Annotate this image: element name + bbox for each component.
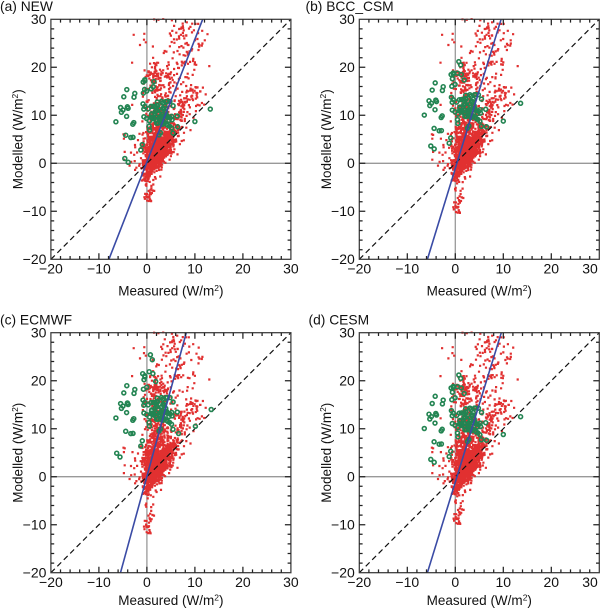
svg-text:10: 10 [496,261,512,277]
svg-text:10: 10 [187,261,203,277]
svg-text:(a) NEW: (a) NEW [0,0,53,14]
svg-text:Modelled (W/m2): Modelled (W/m2) [318,89,334,189]
svg-text:Measured (W/m2): Measured (W/m2) [118,592,223,608]
svg-text:−20: −20 [39,261,63,277]
svg-text:20: 20 [339,373,355,389]
svg-text:0: 0 [39,469,47,485]
svg-text:Modelled (W/m2): Modelled (W/m2) [318,403,334,503]
svg-text:30: 30 [582,574,598,590]
svg-text:−20: −20 [331,251,355,267]
svg-text:20: 20 [544,574,560,590]
svg-text:−10: −10 [331,203,355,219]
svg-text:Modelled (W/m2): Modelled (W/m2) [10,403,26,503]
svg-text:−10: −10 [87,574,111,590]
svg-text:20: 20 [235,574,251,590]
svg-text:(c) ECMWF: (c) ECMWF [0,312,72,327]
svg-text:0: 0 [39,155,47,171]
svg-text:0: 0 [451,261,459,277]
svg-text:0: 0 [347,155,355,171]
svg-text:−20: −20 [39,574,63,590]
svg-text:30: 30 [31,325,47,341]
svg-text:−20: −20 [331,565,355,581]
svg-text:10: 10 [496,574,512,590]
svg-text:−10: −10 [395,574,419,590]
svg-text:−20: −20 [347,261,371,277]
svg-text:0: 0 [143,574,151,590]
svg-text:Measured (W/m2): Measured (W/m2) [427,283,532,299]
svg-text:20: 20 [339,59,355,75]
svg-text:−20: −20 [23,251,47,267]
svg-text:30: 30 [339,11,355,27]
svg-text:Measured (W/m2): Measured (W/m2) [427,592,532,608]
svg-text:10: 10 [187,574,203,590]
svg-text:30: 30 [339,325,355,341]
svg-text:Modelled (W/m2): Modelled (W/m2) [10,89,26,189]
svg-text:20: 20 [31,373,47,389]
svg-text:(b) BCC_CSM: (b) BCC_CSM [306,0,394,14]
svg-text:−20: −20 [23,565,47,581]
svg-text:−10: −10 [23,517,47,533]
svg-text:30: 30 [283,261,299,277]
svg-text:−10: −10 [395,261,419,277]
svg-text:−10: −10 [87,261,111,277]
svg-text:30: 30 [283,574,299,590]
svg-text:30: 30 [31,11,47,27]
svg-text:0: 0 [143,261,151,277]
svg-text:0: 0 [451,574,459,590]
svg-text:20: 20 [31,59,47,75]
svg-text:10: 10 [31,107,47,123]
svg-text:10: 10 [31,421,47,437]
svg-text:30: 30 [582,261,598,277]
svg-text:(d) CESM: (d) CESM [309,312,370,327]
svg-text:Measured (W/m2): Measured (W/m2) [118,283,223,299]
svg-text:10: 10 [339,421,355,437]
svg-text:10: 10 [339,107,355,123]
svg-text:−20: −20 [347,574,371,590]
svg-text:0: 0 [347,469,355,485]
svg-text:−10: −10 [23,203,47,219]
svg-text:20: 20 [235,261,251,277]
svg-text:20: 20 [544,261,560,277]
svg-text:−10: −10 [331,517,355,533]
